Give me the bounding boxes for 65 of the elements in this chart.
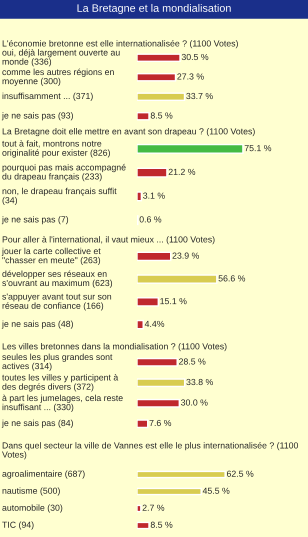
bar [137,112,150,120]
y-tick-label: je ne sais pas (84) [2,420,73,428]
bar [137,92,186,101]
y-tick-label: développer ses réseaux en s'ouvrant au maximum (623) [2,270,112,288]
bar [137,522,150,530]
chart-title: Les villes bretonnes dans la mondialisation ? (1100 Votes) [2,343,227,352]
bar [137,358,178,367]
y-tick-label: à part les jumelages, cela reste insuffisant ... (330) [2,394,123,412]
bar [137,488,202,496]
bar [137,252,172,262]
y-tick-label: oui, déjà largement ouverte au monde (336) [2,49,120,66]
y-tick-label: TIC (94) [2,521,34,530]
chart-title: La Bretagne et la mondialisation [78,4,231,14]
y-tick-label: seules les plus grandes sont actives (314) [2,354,112,371]
data-label: 27.3 % [177,73,204,80]
data-label: 75.1 % [244,145,272,152]
data-label: 0.6 % [140,216,162,222]
y-tick-label: automobile (30) [2,504,62,513]
data-label: 33.8 % [186,378,213,386]
bar [137,168,168,178]
y-tick-label: nautisme (500) [2,487,60,496]
data-label: 21.2 % [168,168,196,175]
chart-title: Dans quel secteur la ville de Vannes est elle le plus internationalisée ? (1100 Votes) [2,442,298,460]
bar [137,504,142,512]
y-tick-label: je ne sais pas (48) [2,320,73,329]
bar [137,297,159,307]
bar [137,54,181,62]
data-label: 23.9 % [172,252,200,259]
y-tick-label: je ne sais pas (93) [2,112,73,120]
data-label: 7.6 % [150,420,172,426]
y-tick-label: toutes les villes y participent à des degrés divers (372) [2,374,118,392]
data-label: 28.5 % [179,358,206,365]
y-tick-label: s'appuyer avant tout sur son réseau de confiance (166) [2,294,112,311]
bar [137,398,180,408]
bar [137,419,148,428]
data-label: 62.5 % [226,470,254,477]
chart-title: Pour aller à l'international, il vaut mieux ... (1100 Votes) [2,236,215,244]
data-label: 4.4% [144,320,164,327]
chart-title: La Bretagne doit elle mettre en avant son drapeau ? (1100 Votes) [2,128,255,136]
data-label: 56.6 % [218,275,246,282]
bar [137,144,244,154]
y-tick-label: non, le drapeau français suffit (34) [2,188,117,206]
y-tick-label: jouer la carte collective et "chasser en meute" (263) [2,248,101,266]
data-label: 2.7 % [142,504,164,511]
bar [137,73,176,82]
y-tick-label: pourquoi pas mais accompagné du drapeau français (233) [2,164,126,182]
data-label: 30.5 % [182,54,208,60]
data-label: 30.0 % [181,399,208,406]
y-tick-label: comme les autres régions en moyenne (300) [2,68,114,86]
chart-subtitle: L'économie bretonne est elle internationalisée ? (1100 Votes) [2,40,238,48]
bar [137,378,186,388]
bar [137,191,142,202]
bar [137,320,144,330]
y-tick-label: insuffisamment ... (371) [2,92,93,101]
data-label: 8.5 % [150,112,172,119]
bar [137,470,226,478]
data-label: 8.5 % [150,522,172,528]
y-tick-label: je ne sais pas (7) [2,216,68,224]
data-label: 15.1 % [160,298,187,304]
y-tick-label: agroalimentaire (687) [2,470,85,479]
bar [137,274,218,284]
y-tick-label: tout à fait, montrons notre originalité pour exister (826) [2,140,110,158]
data-label: 33.7 % [186,92,213,100]
data-label: 3.1 % [143,192,165,199]
data-label: 45.5 % [202,488,230,494]
